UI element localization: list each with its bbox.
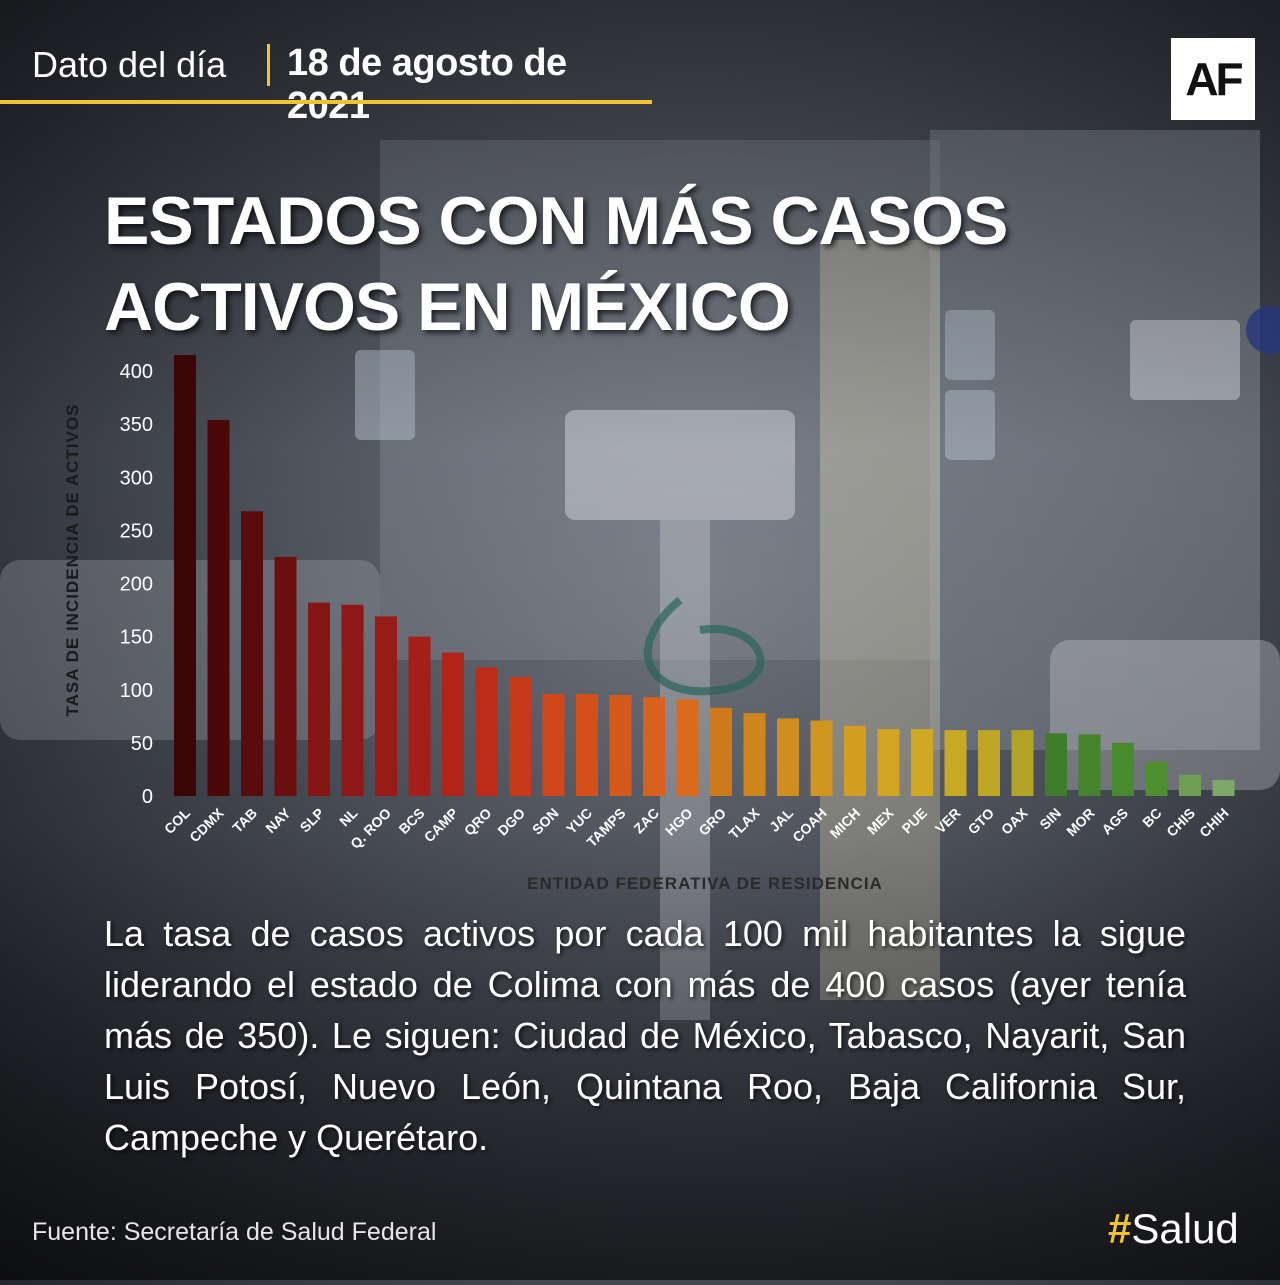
bar — [241, 511, 263, 796]
category-label: TLAX — [725, 804, 763, 842]
y-tick-label: 150 — [120, 627, 153, 649]
bar — [777, 718, 799, 796]
header-underline — [0, 100, 652, 104]
category-label: QRO — [461, 805, 495, 839]
category-label: VER — [932, 805, 964, 837]
bar — [877, 729, 900, 796]
category-label: CHIH — [1196, 805, 1232, 841]
y-tick-label: 400 — [120, 361, 153, 383]
bar — [710, 707, 732, 796]
category-label: CHIS — [1163, 805, 1198, 840]
bar — [576, 694, 598, 796]
title-line-1: ESTADOS CON MÁS CASOS — [104, 183, 1008, 259]
hashtag: #Salud — [1108, 1205, 1239, 1253]
category-label: NL — [336, 804, 361, 829]
bar — [609, 695, 632, 796]
category-label: MICH — [827, 805, 864, 842]
category-label: HGO — [662, 805, 696, 839]
bar — [643, 697, 665, 796]
category-label: PUE — [898, 805, 930, 837]
category-label: DGO — [494, 805, 528, 839]
bar — [442, 652, 464, 796]
category-label: ZAC — [630, 805, 662, 837]
category-label: CDMX — [186, 804, 227, 845]
bar — [308, 602, 330, 796]
y-tick-label: 50 — [131, 733, 153, 755]
category-label: GTO — [965, 805, 998, 838]
y-tick-label: 300 — [120, 467, 153, 489]
bar — [207, 419, 230, 796]
bar — [1145, 762, 1168, 796]
bar — [676, 699, 699, 796]
page-title: ESTADOS CON MÁS CASOS ACTIVOS EN MÉXICO — [104, 178, 1104, 350]
bar — [475, 667, 498, 796]
bar — [810, 720, 833, 796]
hashtag-text: Salud — [1131, 1205, 1239, 1252]
x-axis-label: ENTIDAD FEDERATIVA DE RESIDENCIA — [527, 874, 883, 893]
header-date: 18 de agosto de 2021 — [287, 42, 567, 127]
category-label: CAMP — [421, 805, 461, 845]
date-header: Dato del día 18 de agosto de 2021 — [0, 30, 652, 127]
category-label: GRO — [695, 805, 729, 839]
bar — [274, 556, 297, 796]
bar — [844, 725, 866, 796]
bar — [743, 713, 766, 796]
category-label: OAX — [998, 804, 1031, 837]
hashtag-symbol: # — [1108, 1205, 1132, 1252]
y-axis-label: TASA DE INCIDENCIA DE ACTIVOS — [63, 404, 82, 717]
source-note: Fuente: Secretaría de Salud Federal — [32, 1218, 437, 1246]
category-label: SON — [529, 805, 562, 838]
y-tick-label: 200 — [120, 574, 153, 596]
bar — [911, 729, 933, 796]
y-tick-label: 350 — [120, 414, 153, 436]
bar — [408, 636, 431, 796]
af-logo: AF — [1171, 38, 1255, 120]
category-label: BC — [1139, 805, 1165, 831]
bar — [1212, 780, 1235, 796]
y-tick-label: 250 — [120, 520, 153, 542]
header-separator — [267, 44, 270, 86]
category-label: AGS — [1098, 805, 1131, 838]
bar — [978, 730, 1000, 796]
bar — [1078, 734, 1101, 796]
category-label: SLP — [297, 805, 328, 836]
description-text: La tasa de casos activos por cada 100 mi… — [104, 913, 1186, 1158]
y-tick-label: 0 — [142, 786, 153, 808]
bar-chart: 0 50 100 150 200 250 300 350 400 TASA DE INCIDENC… — [63, 355, 1235, 893]
bar — [1045, 733, 1067, 796]
y-tick-label: 100 — [120, 680, 153, 702]
bar — [944, 730, 967, 796]
bar — [375, 616, 397, 796]
title-line-2: ACTIVOS EN MÉXICO — [104, 269, 791, 345]
bar — [341, 604, 364, 796]
bar — [542, 694, 565, 796]
category-label: COAH — [789, 805, 829, 845]
bar — [1112, 742, 1134, 796]
category-label: NAY — [262, 804, 294, 836]
bar — [509, 677, 531, 796]
category-label: MOR — [1063, 805, 1097, 839]
category-label: MEX — [864, 804, 897, 837]
category-label: TAB — [229, 805, 260, 836]
category-label: SIN — [1036, 805, 1064, 833]
bar — [1011, 730, 1034, 796]
bar — [174, 355, 196, 796]
bar — [1179, 774, 1201, 796]
header-label: Dato del día — [32, 44, 227, 85]
